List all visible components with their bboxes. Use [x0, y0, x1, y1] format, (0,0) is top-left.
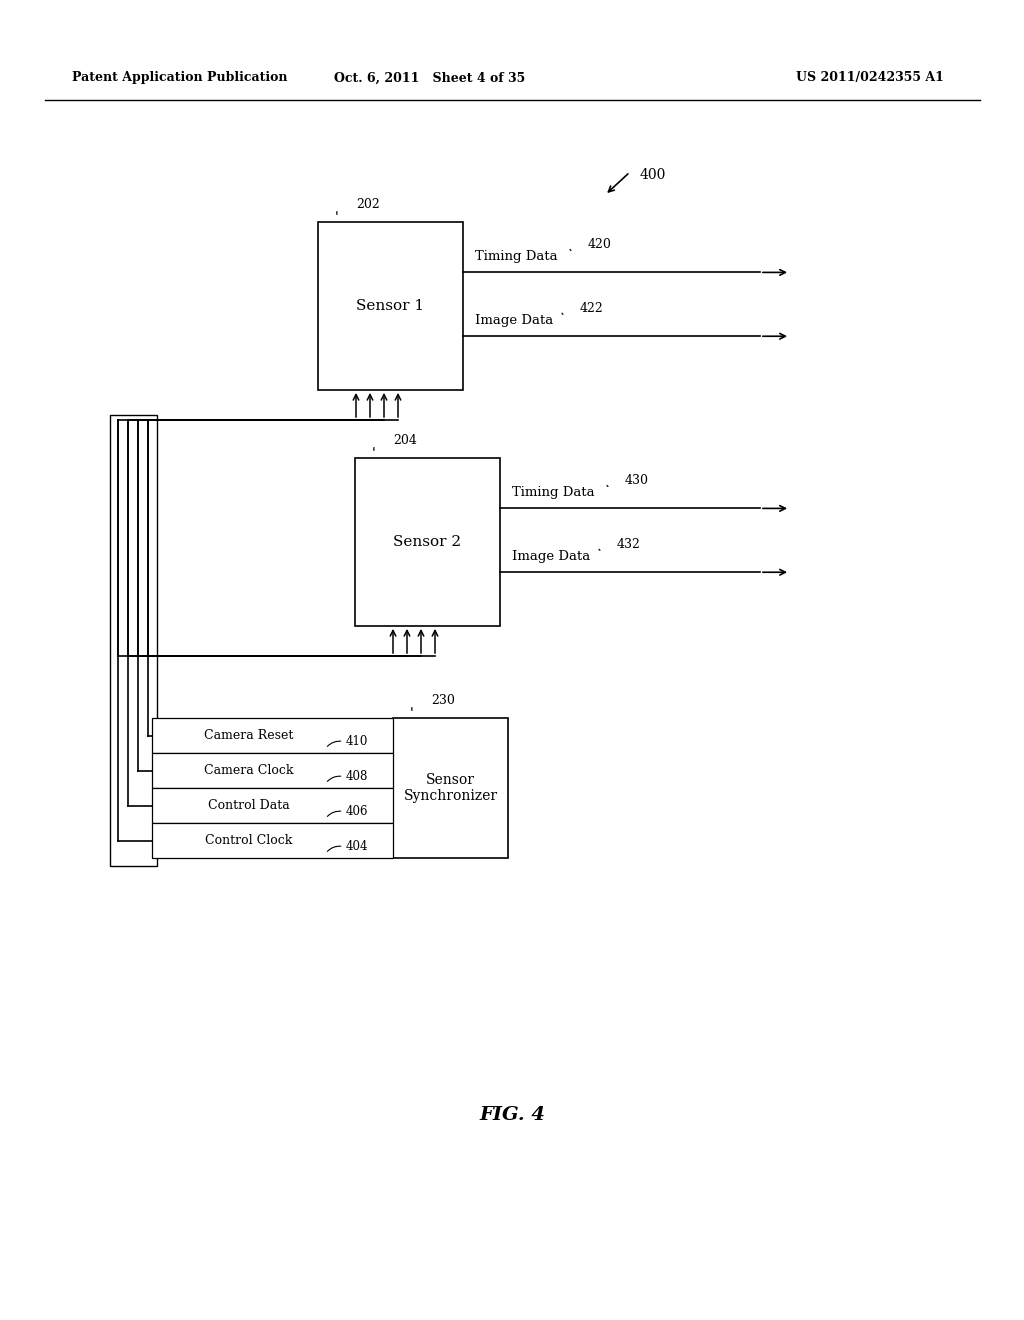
Text: 422: 422 [580, 302, 604, 314]
Text: 430: 430 [625, 474, 649, 487]
Text: Patent Application Publication: Patent Application Publication [72, 71, 288, 84]
Text: 400: 400 [640, 168, 667, 182]
Text: Camera Reset: Camera Reset [204, 729, 293, 742]
Text: Oct. 6, 2011   Sheet 4 of 35: Oct. 6, 2011 Sheet 4 of 35 [335, 71, 525, 84]
Text: Timing Data: Timing Data [475, 249, 558, 263]
Bar [152, 752, 393, 788]
Text: FIG. 4: FIG. 4 [479, 1106, 545, 1125]
Bar [318, 222, 463, 389]
Text: Camera Clock: Camera Clock [204, 764, 293, 777]
Text: Image Data: Image Data [512, 549, 590, 562]
Text: Sensor 1: Sensor 1 [356, 300, 425, 313]
Text: Sensor
Synchronizer: Sensor Synchronizer [403, 774, 498, 803]
Bar [152, 718, 393, 752]
Text: Sensor 2: Sensor 2 [393, 535, 462, 549]
Text: US 2011/0242355 A1: US 2011/0242355 A1 [796, 71, 944, 84]
Text: 410: 410 [345, 735, 368, 748]
Text: Timing Data: Timing Data [512, 486, 595, 499]
Bar [152, 788, 393, 822]
Text: 230: 230 [431, 693, 455, 706]
Text: 432: 432 [617, 537, 641, 550]
Text: 204: 204 [393, 433, 417, 446]
Text: 202: 202 [356, 198, 380, 210]
Text: 408: 408 [345, 770, 368, 783]
Bar [152, 822, 393, 858]
Bar [393, 718, 508, 858]
Text: 406: 406 [345, 805, 368, 818]
Text: 404: 404 [345, 840, 368, 853]
Text: Image Data: Image Data [475, 314, 553, 327]
Bar [355, 458, 500, 626]
Text: 420: 420 [588, 238, 612, 251]
Bar [110, 414, 157, 866]
Text: Control Data: Control Data [208, 799, 289, 812]
Text: Control Clock: Control Clock [205, 834, 292, 847]
